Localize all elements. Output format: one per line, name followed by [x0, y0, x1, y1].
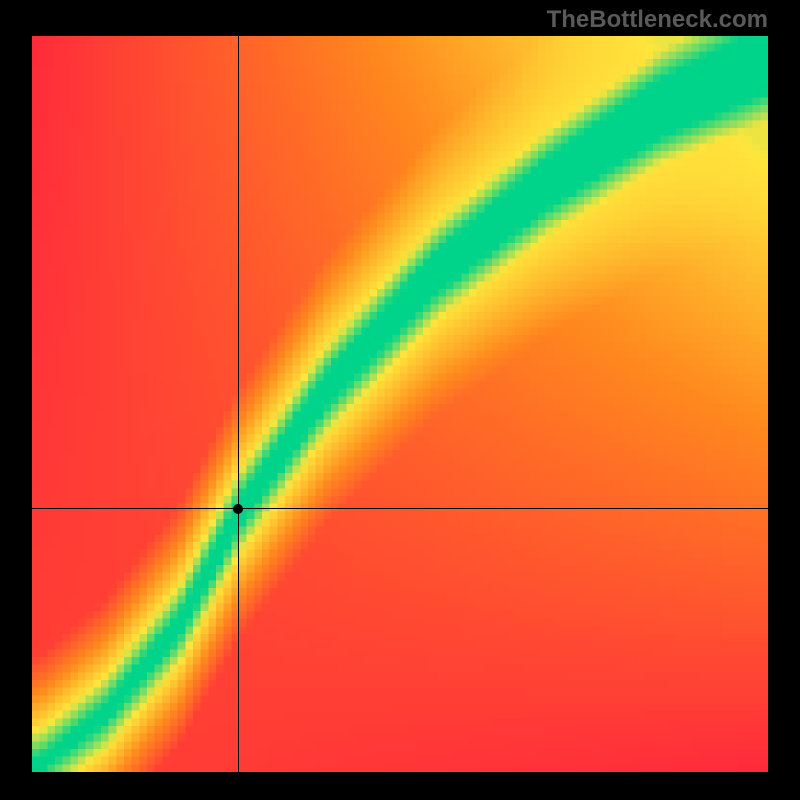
heatmap-canvas	[32, 36, 768, 772]
watermark-text: TheBottleneck.com	[547, 6, 768, 34]
crosshair-vertical	[238, 36, 239, 772]
crosshair-horizontal	[32, 508, 768, 509]
plot-area	[32, 36, 768, 772]
crosshair-marker	[233, 504, 243, 514]
outer-frame: TheBottleneck.com	[0, 0, 800, 800]
